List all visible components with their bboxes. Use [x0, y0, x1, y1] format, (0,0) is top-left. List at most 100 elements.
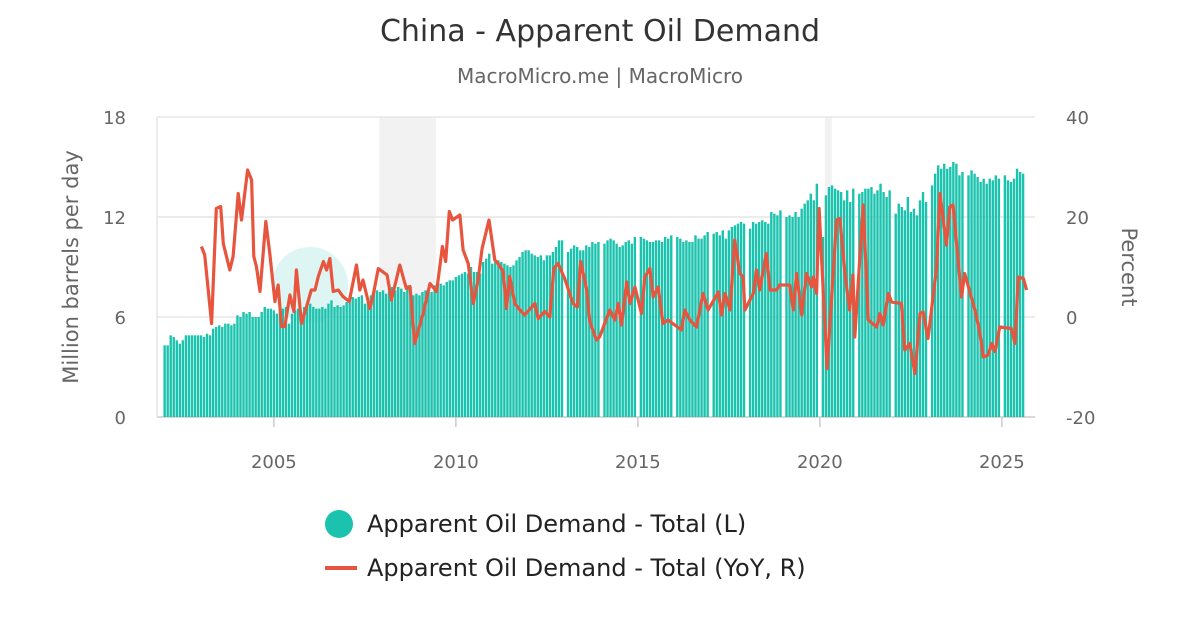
demand-bar [378, 292, 382, 417]
demand-bar [224, 323, 227, 417]
demand-bar [842, 200, 846, 417]
demand-bar [494, 262, 497, 417]
demand-bar [351, 297, 354, 417]
demand-bar [509, 267, 512, 417]
demand-bar [682, 242, 685, 417]
demand-bar [233, 323, 236, 417]
demand-bar [751, 222, 755, 417]
demand-bar [572, 245, 576, 417]
demand-bar [824, 195, 828, 417]
demand-bar [651, 242, 655, 417]
demand-bar [227, 323, 230, 417]
legend-label-line: Apparent Oil Demand - Total (YoY, R) [367, 554, 806, 582]
demand-bar [949, 167, 952, 417]
x-tick-label: 2010 [433, 452, 479, 473]
demand-bar [403, 292, 406, 417]
demand-bar [943, 163, 946, 417]
x-tick-label: 2025 [979, 452, 1025, 473]
demand-bar [803, 203, 806, 417]
demand-bar [876, 190, 879, 417]
demand-bar [221, 327, 224, 417]
demand-bar [879, 183, 882, 417]
demand-bar [327, 303, 330, 417]
demand-bar [988, 178, 991, 417]
y-tick-right: 0 [1066, 308, 1077, 329]
demand-bar [357, 297, 360, 417]
demand-bar [481, 262, 485, 417]
demand-bar [648, 242, 652, 417]
demand-bar [888, 190, 891, 417]
demand-bar [239, 317, 242, 417]
demand-bar [779, 210, 782, 417]
demand-bar [594, 243, 597, 417]
demand-bar [272, 310, 276, 417]
demand-bar [415, 293, 418, 417]
demand-bar [730, 227, 734, 417]
demand-bar [199, 335, 203, 417]
demand-bar [791, 217, 794, 417]
demand-bar [366, 300, 370, 417]
demand-bar [342, 305, 345, 417]
demand-bar [609, 238, 612, 417]
demand-bar [706, 232, 709, 417]
demand-bar [560, 240, 564, 417]
demand-bar [718, 235, 721, 417]
demand-bar [424, 290, 427, 417]
legend-label-bars: Apparent Oil Demand - Total (L) [367, 510, 747, 538]
demand-bar [721, 230, 724, 417]
demand-bar [736, 223, 740, 417]
demand-bar [982, 178, 985, 417]
demand-bar [318, 308, 321, 417]
demand-bar [445, 282, 448, 417]
demand-bar [827, 187, 831, 417]
demand-bar [660, 242, 664, 417]
demand-bar [955, 163, 958, 417]
demand-bar [321, 307, 324, 417]
demand-bar [190, 335, 194, 417]
demand-bar [178, 343, 182, 417]
legend-bar-marker-icon [325, 510, 353, 538]
y-tick-right: -20 [1066, 408, 1095, 429]
demand-bar [657, 240, 661, 417]
demand-bar [630, 243, 633, 417]
x-tick-label: 2020 [797, 452, 843, 473]
demand-bar [882, 192, 885, 417]
demand-bar [363, 303, 367, 417]
demand-bar [979, 182, 982, 417]
demand-bar [330, 300, 333, 417]
demand-bar [845, 190, 849, 417]
demand-bar [579, 250, 582, 417]
demand-bar [506, 265, 509, 417]
legend-item-line[interactable]: Apparent Oil Demand - Total (YoY, R) [325, 554, 806, 582]
demand-bar [266, 308, 269, 417]
demand-bar [193, 335, 197, 417]
legend-item-bars[interactable]: Apparent Oil Demand - Total (L) [325, 510, 746, 538]
demand-bar [688, 242, 691, 417]
demand-bar [557, 240, 561, 417]
demand-bar [585, 245, 588, 417]
demand-bar [624, 242, 627, 417]
demand-bar [427, 292, 430, 417]
demand-bar [360, 295, 364, 417]
demand-bar [618, 247, 621, 417]
demand-bar [639, 237, 643, 417]
y-tick-right: 40 [1066, 108, 1089, 129]
demand-bar [354, 298, 357, 417]
demand-bar [400, 288, 403, 417]
demand-bar [545, 255, 549, 417]
demand-bar [406, 285, 409, 417]
demand-bar [773, 213, 776, 417]
demand-bar [797, 217, 800, 417]
demand-bar [345, 302, 348, 417]
demand-bar [245, 313, 248, 417]
demand-bar [324, 308, 327, 417]
demand-bar [278, 307, 282, 417]
demand-bar [202, 337, 206, 417]
demand-bar [451, 280, 455, 417]
demand-bar [870, 187, 873, 417]
demand-bar [770, 212, 773, 417]
demand-bar [181, 340, 185, 417]
demand-bar [654, 240, 658, 417]
demand-bar [512, 265, 515, 417]
